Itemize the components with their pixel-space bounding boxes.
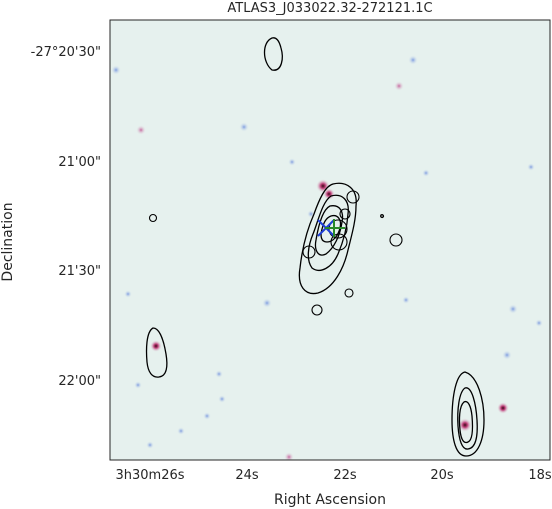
open-circle-markers — [148, 190, 403, 316]
contours — [145, 37, 485, 457]
plus-marker — [325, 219, 345, 237]
y-tick-label: 22'00" — [58, 374, 101, 389]
plot-frame — [109, 19, 551, 461]
faint-sources — [111, 55, 543, 460]
plot-title: ATLAS3_J033022.32-272121.1C — [227, 1, 432, 16]
x-axis-ticks: 3h30m26s 24s 22s 20s 18s — [115, 468, 551, 483]
x-tick-label: 22s — [333, 468, 357, 483]
x-tick-label: 20s — [430, 468, 454, 483]
y-tick-label: 21'30" — [58, 264, 101, 279]
image-background — [110, 20, 550, 460]
bright-sources — [150, 179, 509, 432]
y-tick-label: 21'00" — [58, 155, 101, 170]
y-tick-label: -27°20'30" — [31, 45, 101, 60]
image-panel — [110, 20, 550, 460]
x-tick-label: 3h30m26s — [115, 468, 184, 483]
y-axis-ticks: -27°20'30" 21'00" 21'30" 22'00" — [31, 45, 101, 389]
y-axis-label: Declination — [0, 202, 16, 281]
x-tick-label: 18s — [528, 468, 552, 483]
x-axis-label: Right Ascension — [274, 492, 386, 508]
x-tick-label: 24s — [235, 468, 259, 483]
